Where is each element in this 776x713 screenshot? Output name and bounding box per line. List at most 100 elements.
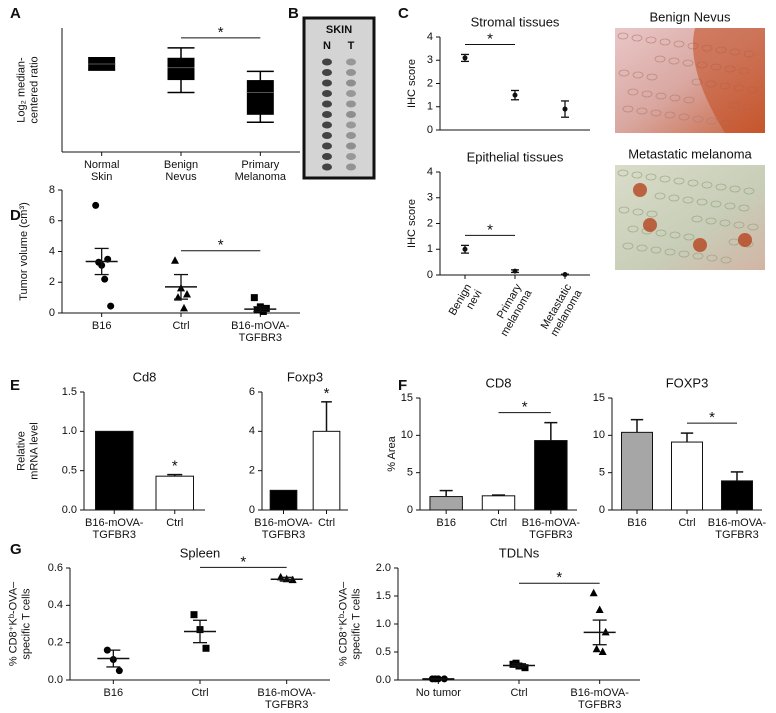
- point: [253, 306, 261, 314]
- y-axis-label: IHC score: [406, 59, 418, 108]
- blot-spot: [322, 79, 332, 87]
- cell: [678, 113, 690, 121]
- y-tick-label: 8: [49, 184, 55, 196]
- panel-letter: E: [10, 377, 20, 394]
- cell: [669, 94, 681, 102]
- y-tick-label: 0: [249, 504, 255, 516]
- cell: [617, 32, 629, 40]
- cell: [650, 246, 662, 254]
- y-tick-label: 0.5: [376, 646, 391, 658]
- cell: [664, 111, 676, 119]
- box: [167, 57, 195, 81]
- blot-spot: [346, 142, 356, 150]
- blot-spot: [322, 163, 332, 171]
- y-tick-label: 15: [593, 392, 605, 404]
- x-tick-label: Ctrl: [318, 517, 335, 529]
- x-tick-label: Ctrl: [678, 517, 695, 529]
- image-title: Benign Nevus: [650, 9, 731, 24]
- panel-letter: C: [398, 5, 409, 22]
- cell: [678, 250, 690, 258]
- panel-letter: D: [10, 207, 21, 224]
- x-tick-label: B16: [92, 320, 112, 332]
- blot-spot: [322, 90, 332, 97]
- cell: [743, 187, 755, 195]
- y-tick-label: 0.0: [62, 504, 77, 516]
- cell: [673, 40, 685, 48]
- panel-letter: B: [288, 5, 299, 22]
- blot-spot: [346, 153, 356, 160]
- point: [92, 201, 100, 209]
- significance-label: *: [487, 221, 493, 238]
- blot-spot: [346, 69, 356, 76]
- point: [589, 588, 598, 597]
- x-tick-label: Benign Nevus: [164, 159, 198, 183]
- chart-title: Cd8: [133, 369, 157, 384]
- cell: [622, 242, 634, 250]
- y-axis-label: Tumor volume (cm³): [18, 202, 30, 301]
- cell: [655, 92, 667, 100]
- y-tick-label: 15: [401, 392, 413, 404]
- cell: [627, 88, 639, 96]
- significance-label: *: [487, 30, 493, 47]
- cell: [654, 55, 666, 63]
- significance-label: *: [218, 24, 224, 41]
- y-axis-label: % CD8⁺Kᵇ-OVA–specific T cells: [337, 581, 362, 666]
- significance-label: *: [709, 409, 715, 426]
- y-tick-label: 6: [249, 386, 255, 398]
- cell: [738, 204, 750, 212]
- cell: [636, 244, 648, 252]
- x-tick-label: B16-mOVA-TGFBR3: [231, 320, 290, 344]
- blot-spot: [346, 79, 356, 87]
- y-tick-label: 4: [249, 425, 255, 437]
- y-tick-label: 4: [49, 245, 55, 257]
- y-tick-label: 3: [427, 54, 433, 66]
- blot-spot: [322, 142, 332, 150]
- blot-spot: [322, 69, 332, 76]
- significance-label: *: [218, 237, 224, 254]
- point: [107, 302, 115, 310]
- cell: [706, 254, 718, 262]
- blot-lane: T: [348, 40, 355, 52]
- blot-spot: [322, 100, 332, 108]
- cell: [692, 252, 704, 260]
- cell: [705, 217, 717, 225]
- chart-title: CD8: [485, 375, 511, 390]
- significance-label: *: [240, 553, 246, 570]
- bar: [155, 475, 195, 511]
- y-tick-label: 0: [599, 504, 605, 516]
- stained-cell: [693, 238, 707, 252]
- blot-spot: [346, 121, 356, 129]
- blot-spot: [346, 100, 356, 108]
- x-tick-label: Normal Skin: [84, 159, 119, 183]
- cell: [618, 69, 630, 77]
- y-tick-label: 0.5: [62, 465, 77, 477]
- significance-label: *: [556, 569, 562, 586]
- mean: [562, 271, 568, 277]
- blot: [302, 16, 376, 180]
- panel-letter: G: [10, 541, 22, 558]
- y-tick-label: 1.5: [376, 590, 391, 602]
- box: [246, 80, 274, 115]
- x-tick-label: B16: [436, 517, 456, 529]
- x-tick-label: B16-mOVA-TGFBR3: [254, 517, 313, 541]
- cell: [650, 109, 662, 117]
- y-tick-label: 10: [401, 429, 413, 441]
- blot-spot: [346, 58, 356, 66]
- mean: [562, 106, 568, 112]
- x-tick-label: B16-mOVA-TGFBR3: [85, 517, 144, 541]
- y-tick-label: 2: [427, 77, 433, 89]
- cell: [655, 229, 667, 237]
- panel-letter: A: [10, 5, 21, 22]
- x-tick-label: B16: [627, 517, 647, 529]
- point: [180, 303, 188, 312]
- chart-title: Foxp3: [287, 369, 323, 384]
- cell: [641, 90, 653, 98]
- cell: [683, 233, 695, 241]
- stained-cell: [643, 218, 657, 232]
- cell: [668, 57, 680, 65]
- x-tick-label: B16-mOVA-TGFBR3: [570, 687, 629, 711]
- y-tick-label: 0.0: [376, 674, 391, 686]
- cell: [691, 215, 703, 223]
- cell: [720, 256, 732, 264]
- y-tick-label: 0.2: [48, 637, 63, 649]
